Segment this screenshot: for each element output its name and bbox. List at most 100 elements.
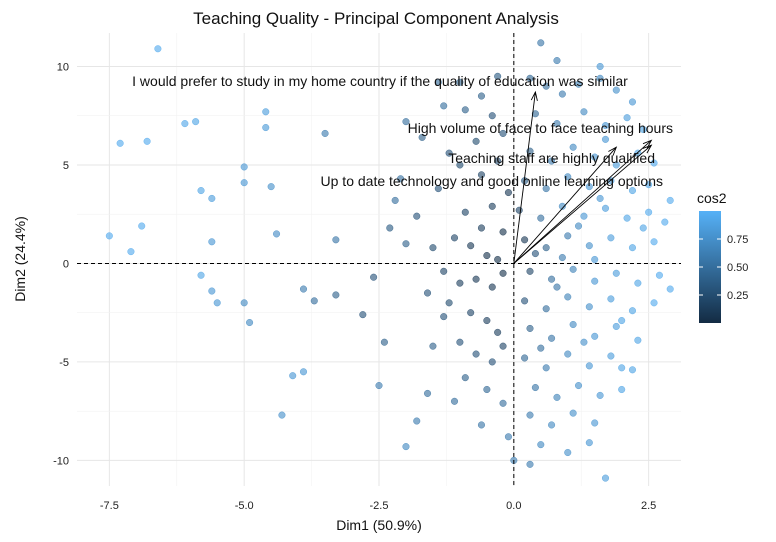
data-point: [623, 214, 631, 222]
data-point: [537, 39, 545, 47]
data-point: [488, 112, 496, 120]
data-point: [262, 108, 270, 116]
data-point: [531, 383, 539, 392]
data-point: [332, 291, 340, 299]
data-point: [472, 350, 480, 358]
data-point: [553, 393, 561, 401]
data-point: [483, 252, 491, 260]
data-point: [380, 338, 388, 346]
data-point: [267, 183, 275, 191]
data-point: [440, 267, 448, 275]
arrow-head: [642, 139, 653, 149]
data-point: [472, 137, 480, 145]
chart-title: Teaching Quality - Principal Component A…: [193, 9, 559, 28]
data-point: [321, 129, 329, 137]
data-point: [558, 253, 566, 262]
data-point: [618, 364, 626, 372]
data-point: [402, 240, 410, 248]
data-point: [526, 460, 534, 468]
data-point: [370, 273, 378, 281]
data-point: [542, 82, 550, 90]
data-point: [591, 277, 599, 285]
data-point: [574, 382, 583, 390]
data-point: [397, 175, 405, 183]
data-point: [601, 474, 610, 482]
data-point: [375, 382, 383, 390]
data-point: [521, 297, 529, 305]
data-point: [531, 250, 539, 258]
data-point: [526, 267, 534, 275]
x-tick-label: -2.5: [370, 500, 389, 512]
data-point: [580, 338, 588, 346]
data-point: [585, 183, 593, 191]
y-tick-label: 10: [57, 61, 69, 73]
data-point: [537, 441, 545, 449]
legend-tick-label: 0.50: [727, 262, 748, 274]
data-point: [391, 196, 399, 204]
data-point: [494, 255, 502, 264]
data-point: [601, 122, 610, 130]
data-point: [569, 320, 577, 329]
data-point: [423, 289, 432, 297]
data-point: [607, 234, 615, 242]
data-point: [580, 108, 588, 116]
data-point: [423, 389, 432, 397]
x-tick-label: 2.5: [641, 500, 656, 512]
data-point: [542, 364, 550, 372]
data-point: [628, 366, 637, 374]
data-point: [208, 287, 216, 295]
legend-title: cos2: [697, 190, 727, 206]
x-axis-title: Dim1 (50.9%): [336, 517, 422, 533]
individuals: [105, 39, 674, 482]
data-point: [456, 338, 464, 346]
variable-label: High volume of face to face teaching hou…: [408, 120, 673, 136]
data-point: [488, 202, 496, 210]
data-point: [467, 242, 475, 250]
data-point: [553, 120, 561, 128]
data-point: [386, 224, 394, 232]
data-point: [413, 212, 421, 220]
data-point: [601, 204, 610, 212]
data-point: [213, 299, 221, 307]
data-point: [494, 157, 502, 165]
data-point: [542, 305, 550, 313]
data-point: [138, 222, 146, 230]
data-point: [548, 275, 556, 283]
variable-arrow: [513, 146, 617, 264]
data-point: [564, 293, 572, 301]
data-point: [558, 90, 566, 98]
data-point: [585, 242, 593, 250]
data-point: [197, 187, 205, 195]
data-point: [499, 269, 507, 277]
data-point: [483, 317, 491, 325]
data-point: [143, 137, 151, 145]
data-point: [240, 163, 248, 171]
data-point: [645, 181, 653, 189]
data-point: [585, 303, 593, 311]
data-point: [499, 228, 507, 236]
data-point: [272, 230, 281, 238]
data-point: [402, 118, 410, 126]
data-point: [628, 98, 637, 106]
data-point: [116, 139, 124, 147]
data-point: [521, 354, 529, 362]
data-point: [564, 448, 572, 457]
data-point: [628, 244, 637, 252]
data-point: [574, 222, 583, 230]
data-point: [591, 255, 599, 264]
data-point: [666, 285, 674, 293]
data-point: [310, 297, 318, 305]
data-point: [607, 295, 615, 303]
variable-label: Teaching staff are highly qualified: [448, 150, 655, 166]
data-point: [450, 397, 459, 405]
arrow-head: [608, 146, 618, 156]
data-point: [477, 224, 486, 232]
data-point: [359, 311, 367, 319]
data-point: [526, 324, 534, 332]
data-point: [472, 275, 480, 283]
legend: cos2 0.25 0.50 0.75: [697, 190, 748, 323]
data-point: [564, 173, 572, 181]
y-tick-label: -10: [53, 455, 69, 467]
data-point: [488, 358, 496, 366]
data-point: [154, 45, 162, 53]
